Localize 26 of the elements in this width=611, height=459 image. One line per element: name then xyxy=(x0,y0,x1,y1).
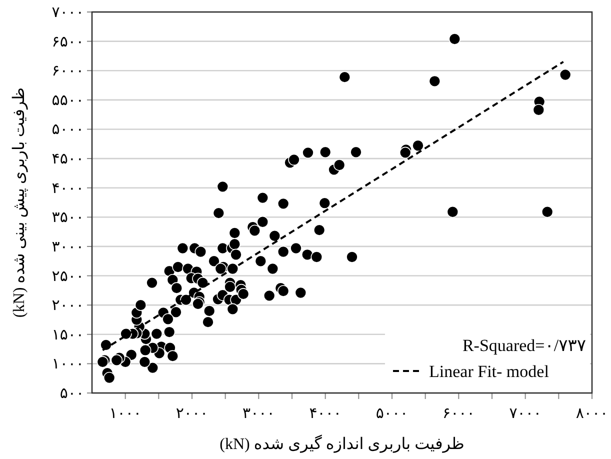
x-tick-label: ۸۰۰۰ xyxy=(576,406,608,422)
annotation: R-Squared=۰/۷۳۷ xyxy=(462,336,586,355)
y-axis-title: ظرفیت باربری پیش بینی شده (kN) xyxy=(11,87,28,318)
y-tick-label: ۲۰۰۰ xyxy=(52,298,84,314)
y-tick-label: ۱۰۰۰ xyxy=(52,356,84,373)
y-tick-label: ۲۵۰۰ xyxy=(52,268,84,285)
y-tick-label: ۵۰۰ xyxy=(60,386,84,402)
x-tick-label: ۲۰۰۰ xyxy=(176,406,208,422)
y-tick-label: ۷۰۰۰ xyxy=(52,5,84,21)
x-tick-label: ۷۰۰۰ xyxy=(509,406,542,422)
y-tick-label: ۳۰۰۰ xyxy=(52,239,84,256)
y-tick-label: ۴۰۰۰ xyxy=(52,180,84,197)
x-tick-label: ۴۰۰۰ xyxy=(309,406,342,422)
y-tick-label: ۴۵۰۰ xyxy=(52,152,84,168)
y-tick-label: ۶۰۰۰ xyxy=(52,64,84,80)
legend-label: Linear Fit- model xyxy=(429,362,550,381)
x-axis-title: ظرفیت باربری اندازه گیری شده (kN) xyxy=(220,434,464,453)
y-tick-label: ۵۵۰۰ xyxy=(52,92,84,109)
x-tick-label: ۱۰۰۰ xyxy=(109,406,142,422)
x-tick-label: ۶۰۰۰ xyxy=(442,406,475,422)
y-tick-label: ۶۵۰۰ xyxy=(52,34,84,50)
x-tick-label: ۳۰۰۰ xyxy=(242,406,275,422)
y-tick-label: ۵۰۰۰ xyxy=(52,122,84,138)
y-tick-label: ۱۵۰۰ xyxy=(52,327,84,344)
y-tick-label: ۳۵۰۰ xyxy=(52,210,84,226)
x-tick-label: ۵۰۰۰ xyxy=(376,406,408,422)
